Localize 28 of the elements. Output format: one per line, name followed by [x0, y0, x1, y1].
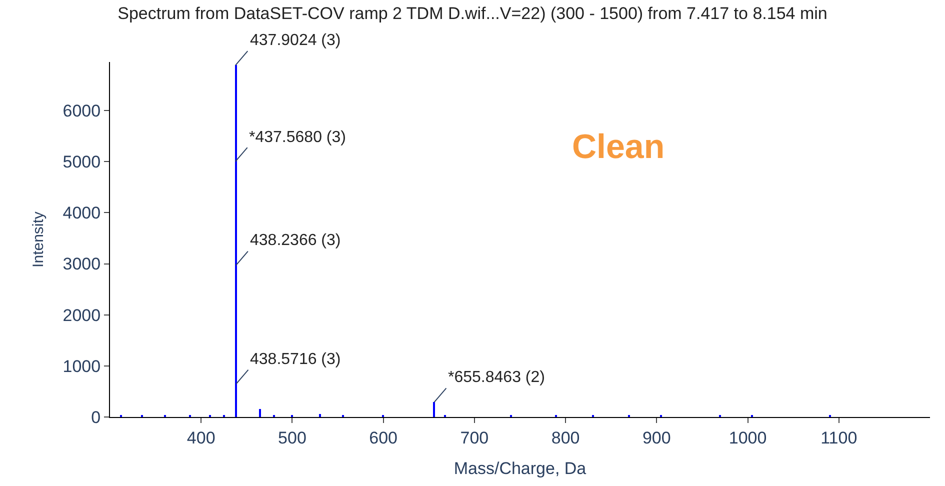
- y-tick-label: 4000: [62, 204, 101, 223]
- y-axis-title: Intensity: [30, 211, 48, 268]
- y-tick-label: 0: [91, 408, 101, 427]
- bar: [433, 402, 435, 417]
- x-tick-label: 1100: [820, 428, 858, 448]
- annotation: 437.9024 (3): [250, 32, 341, 49]
- y-tick-label: 6000: [62, 101, 101, 120]
- chart-title: Spectrum from DataSET-COV ramp 2 TDM D.wif...V=22) (300 - 1500) from 7.417 to 8.154 min: [118, 4, 828, 24]
- annotation: 438.2366 (3): [250, 232, 341, 249]
- x-tick-label: 800: [551, 428, 580, 448]
- y-tick-label: 3000: [62, 254, 101, 274]
- x-tick-label: 400: [186, 428, 216, 448]
- x-tick-label: 900: [642, 428, 671, 448]
- x-tick-label: 500: [278, 428, 306, 448]
- bar: [319, 414, 321, 417]
- annotation: Clean: [572, 128, 665, 166]
- y-tick-label: 2000: [62, 306, 101, 325]
- y-tick-label: 5000: [62, 152, 101, 172]
- x-tick-label: 1000: [728, 428, 767, 448]
- annotation: 438.5716 (3): [250, 351, 341, 368]
- bar: [235, 65, 237, 417]
- y-tick-label: 1000: [62, 356, 101, 376]
- bar: [259, 409, 261, 417]
- annotation: *437.5680 (3): [249, 129, 346, 146]
- x-tick-label: 600: [369, 428, 398, 448]
- annotation: *655.8463 (2): [448, 369, 545, 386]
- x-axis-title: Mass/Charge, Da: [454, 458, 587, 478]
- x-tick-label: 700: [460, 428, 489, 448]
